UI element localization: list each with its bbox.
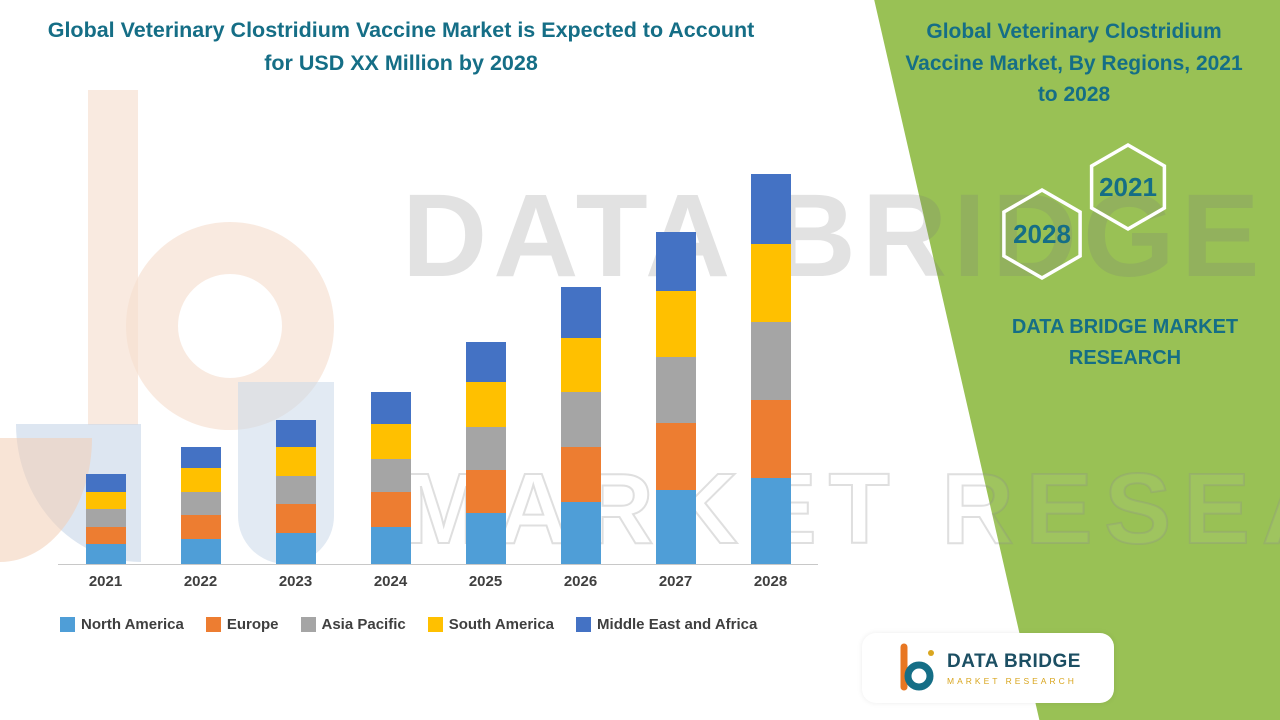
legend-item-asia-pacific: Asia Pacific (300, 616, 406, 633)
segment-2024-europe (370, 491, 411, 527)
legend-item-south-america: South America (427, 616, 555, 633)
x-tick-2021: 2021 (88, 573, 123, 590)
segment-2028-south-america (750, 243, 791, 322)
bar-group-2028 (723, 158, 818, 564)
segment-2025-north-america (465, 513, 506, 564)
x-tick-2025: 2025 (468, 573, 503, 590)
legend-item-north-america: North America (60, 616, 184, 633)
logo-name: DATA BRIDGE (947, 650, 1081, 672)
legend-swatch-middle-east-and-africa (576, 617, 592, 632)
segment-2026-asia-pacific (560, 392, 601, 447)
segment-2028-asia-pacific (750, 322, 791, 401)
legend-swatch-south-america (427, 617, 443, 632)
legend-label-middle-east-and-africa: Middle East and Africa (597, 616, 758, 633)
x-tick-2023: 2023 (278, 573, 313, 590)
segment-2027-south-america (655, 290, 696, 358)
segment-2026-europe (560, 446, 601, 502)
stacked-bar-2025 (465, 341, 506, 564)
legend: North America Europe Asia Pacific South Ame… (60, 616, 757, 633)
segment-2027-middle-east-and-africa (655, 232, 696, 291)
stacked-bar-2026 (560, 286, 601, 564)
legend-swatch-asia-pacific (300, 617, 316, 632)
bar-group-2022 (153, 158, 248, 564)
side-panel-title: Global Veterinary Clostridium Vaccine Ma… (905, 20, 1243, 106)
hexagon-year-2028: 2028 (1013, 219, 1071, 249)
segment-2027-north-america (655, 489, 696, 564)
stacked-bar-2028 (750, 173, 791, 564)
stacked-bar-2023 (275, 419, 316, 564)
bar-group-2023 (248, 158, 343, 564)
segment-2024-asia-pacific (370, 458, 411, 492)
segment-2028-middle-east-and-africa (750, 173, 791, 244)
x-tick-2028: 2028 (753, 573, 788, 590)
x-tick-2024: 2024 (373, 573, 408, 590)
segment-2025-asia-pacific (465, 427, 506, 471)
segment-2026-middle-east-and-africa (560, 286, 601, 338)
segment-2026-south-america (560, 337, 601, 393)
segment-2023-south-america (275, 446, 316, 477)
hexagon-year-badges: 2021 2028 (1002, 142, 1167, 281)
segment-2022-middle-east-and-africa (180, 446, 221, 469)
legend-label-north-america: North America (81, 616, 184, 633)
legend-label-europe: Europe (226, 616, 279, 633)
segment-2021-south-america (85, 491, 126, 510)
segment-2022-asia-pacific (180, 491, 221, 516)
hexagon-year-2021: 2021 (1099, 172, 1157, 202)
segment-2023-north-america (275, 532, 316, 564)
x-tick-2022: 2022 (183, 573, 218, 590)
legend-label-asia-pacific: Asia Pacific (321, 616, 406, 633)
x-tick-2026: 2026 (563, 573, 598, 590)
segment-2023-middle-east-and-africa (275, 419, 316, 447)
bar-group-2025 (438, 158, 533, 564)
segment-2021-middle-east-and-africa (85, 474, 126, 492)
bar-group-2024 (343, 158, 438, 564)
logo-tagline: MARKET RESEARCH (947, 675, 1077, 686)
x-axis-labels: 2021 2022 2023 2024 2025 2026 2027 2028 (58, 573, 818, 590)
panel-brand-text: DATA BRIDGE MARKET RESEARCH (1011, 316, 1239, 369)
segment-2028-north-america (750, 478, 791, 564)
segment-2027-europe (655, 423, 696, 490)
logo-box: DATA BRIDGE MARKET RESEARCH (862, 633, 1114, 703)
segment-2022-south-america (180, 468, 221, 492)
stacked-bar-2022 (180, 446, 221, 564)
segment-2024-north-america (370, 526, 411, 564)
segment-2025-europe (465, 470, 506, 514)
segment-2021-north-america (85, 544, 126, 564)
bar-group-2026 (533, 158, 628, 564)
legend-item-europe: Europe (205, 616, 279, 633)
segment-2026-north-america (560, 501, 601, 564)
segment-2022-north-america (180, 538, 221, 564)
segment-2021-asia-pacific (85, 509, 126, 527)
segment-2023-europe (275, 503, 316, 533)
legend-swatch-europe (205, 617, 221, 632)
stacked-bar-2027 (655, 232, 696, 564)
segment-2021-europe (85, 526, 126, 545)
hexagon-2028-outline (1002, 187, 1082, 281)
legend-swatch-north-america (60, 617, 75, 632)
segment-2022-europe (180, 515, 221, 539)
bar-group-2021 (58, 158, 153, 564)
stacked-bar-2024 (370, 392, 411, 564)
segment-2028-europe (750, 400, 791, 479)
segment-2027-asia-pacific (655, 357, 696, 424)
chart-title: Global Veterinary Clostridium Vaccine Ma… (47, 18, 755, 76)
x-tick-2027: 2027 (658, 573, 693, 590)
bar-plot (58, 158, 818, 565)
legend-item-middle-east-and-africa: Middle East and Africa (576, 616, 757, 633)
segment-2023-asia-pacific (275, 476, 316, 504)
data-bridge-logo-icon (900, 643, 935, 691)
segment-2024-middle-east-and-africa (370, 392, 411, 424)
hexagon-2021-outline (1089, 142, 1167, 232)
bar-group-2027 (628, 158, 723, 564)
segment-2024-south-america (370, 423, 411, 459)
segment-2025-south-america (465, 382, 506, 428)
stacked-bar-2021 (85, 474, 126, 564)
legend-label-south-america: South America (448, 616, 555, 633)
logo-text-block: DATA BRIDGE MARKET RESEARCH (947, 651, 1081, 686)
segment-2025-middle-east-and-africa (465, 341, 506, 383)
